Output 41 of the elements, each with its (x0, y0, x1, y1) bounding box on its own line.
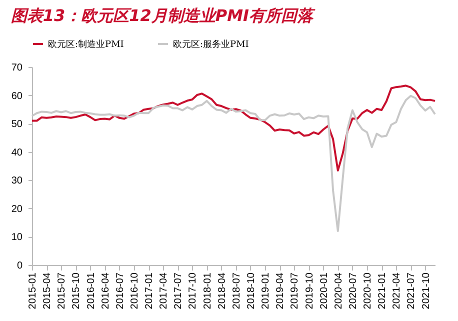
x-tick-label: 2017-10 (188, 272, 199, 310)
x-tick-label: 2016-04 (100, 272, 112, 310)
x-tick-label: 2021-04 (392, 272, 403, 310)
x-tick-label: 2020-01 (318, 272, 330, 310)
x-tick-label: 2019-01 (260, 272, 272, 310)
x-tick-label: 2020-07 (348, 272, 359, 310)
x-tick-label: 2015-07 (56, 272, 68, 310)
x-tick-label: 2016-01 (86, 272, 97, 310)
x-tick-label: 2016-10 (129, 272, 140, 310)
legend-label: 欧元区:服务业PMI (173, 39, 250, 50)
x-tick-label: 2020-10 (362, 272, 374, 310)
x-tick-label: 2018-04 (216, 272, 228, 310)
x-tick-label: 2018-10 (246, 272, 257, 310)
x-tick-label: 2019-04 (275, 272, 286, 310)
x-tick-label: 2015-04 (42, 272, 54, 310)
x-tick-label: 2016-07 (114, 272, 126, 310)
y-tick-label: 0 (16, 260, 23, 272)
y-tick-label: 60 (11, 90, 23, 102)
x-tick-label: 2017-01 (144, 272, 156, 310)
x-tick-label: 2018-01 (202, 272, 214, 310)
x-tick-label: 2015-10 (71, 272, 82, 310)
y-tick-label: 30 (11, 176, 23, 187)
y-tick-label: 10 (11, 232, 23, 244)
x-tick-label: 2021-07 (406, 272, 418, 310)
y-tick-label: 40 (11, 147, 23, 158)
x-tick-label: 2019-10 (304, 272, 316, 310)
x-tick-label: 2021-10 (420, 272, 432, 310)
x-tick-label: 2015-01 (28, 272, 38, 310)
y-tick-label: 20 (11, 204, 23, 215)
line-series (31, 94, 436, 232)
line-series (31, 84, 436, 172)
x-tick-label: 2020-04 (333, 272, 344, 310)
x-tick-label: 2021-01 (377, 272, 388, 310)
legend-label: 欧元区:制造业PMI (48, 39, 124, 50)
x-tick-label: 2018-07 (231, 272, 242, 310)
x-tick-label: 2017-04 (158, 272, 170, 310)
chart-title: 图表13：欧元区12月制造业PMI有所回落 (10, 6, 316, 25)
y-tick-label: 50 (11, 119, 23, 130)
x-tick-label: 2019-07 (290, 272, 301, 310)
x-tick-label: 2017-07 (173, 272, 184, 310)
y-tick-label: 70 (11, 62, 23, 74)
